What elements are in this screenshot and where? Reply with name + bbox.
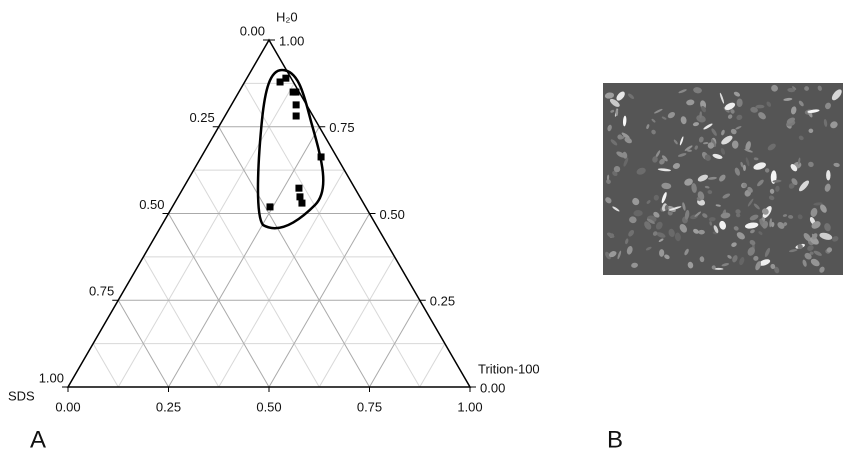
bottom-tick-label: 1.00 bbox=[457, 399, 482, 414]
crystal bbox=[743, 165, 746, 171]
ternary-plot bbox=[93, 83, 445, 387]
bottom-tick-label: 0.25 bbox=[156, 399, 181, 414]
data-point bbox=[293, 101, 300, 108]
left-tick-label: 0.25 bbox=[189, 110, 214, 125]
figure: H₂0 SDS Trition-100 A B 1.00 0.75 0.50 0.25… bbox=[0, 0, 845, 457]
minor-grid-line bbox=[93, 344, 118, 387]
left-tick-label: 1.00 bbox=[39, 370, 64, 385]
right-tick-label: 0.50 bbox=[380, 207, 405, 222]
left-tick-label: 0.00 bbox=[240, 23, 265, 38]
data-point bbox=[298, 200, 305, 207]
bottom-tick-label: 0.00 bbox=[55, 399, 80, 414]
panel-label: B bbox=[607, 426, 623, 453]
minor-grid-line bbox=[219, 170, 345, 387]
axis-label-left: SDS bbox=[8, 388, 35, 403]
left-tick-label: 0.50 bbox=[139, 197, 164, 212]
crystal bbox=[809, 129, 814, 133]
crystal bbox=[698, 230, 705, 235]
minor-grid-line bbox=[420, 344, 445, 387]
axis-label-top: H₂0 bbox=[276, 9, 298, 24]
data-point bbox=[295, 185, 302, 192]
minor-grid-line bbox=[319, 257, 394, 387]
bottom-tick-label: 0.50 bbox=[256, 399, 281, 414]
crystal bbox=[826, 170, 830, 180]
crystal bbox=[616, 108, 619, 116]
axis-label-right: Trition-100 bbox=[478, 361, 540, 376]
bottom-tick-label: 0.75 bbox=[357, 399, 382, 414]
micrograph bbox=[603, 83, 844, 275]
data-point bbox=[296, 193, 303, 200]
data-point bbox=[267, 203, 274, 210]
data-point bbox=[293, 112, 300, 119]
minor-grid-line bbox=[118, 83, 294, 387]
right-tick-label: 0.00 bbox=[480, 380, 505, 395]
data-point bbox=[282, 75, 289, 82]
left-tick-label: 0.75 bbox=[89, 284, 114, 299]
right-tick-label: 1.00 bbox=[279, 33, 304, 48]
data-point bbox=[292, 89, 299, 96]
panel-label: A bbox=[30, 426, 46, 453]
right-tick-label: 0.25 bbox=[430, 294, 455, 309]
right-tick-label: 0.75 bbox=[329, 120, 354, 135]
crystal bbox=[687, 150, 692, 152]
minor-grid-line bbox=[143, 257, 218, 387]
data-point bbox=[318, 153, 325, 160]
